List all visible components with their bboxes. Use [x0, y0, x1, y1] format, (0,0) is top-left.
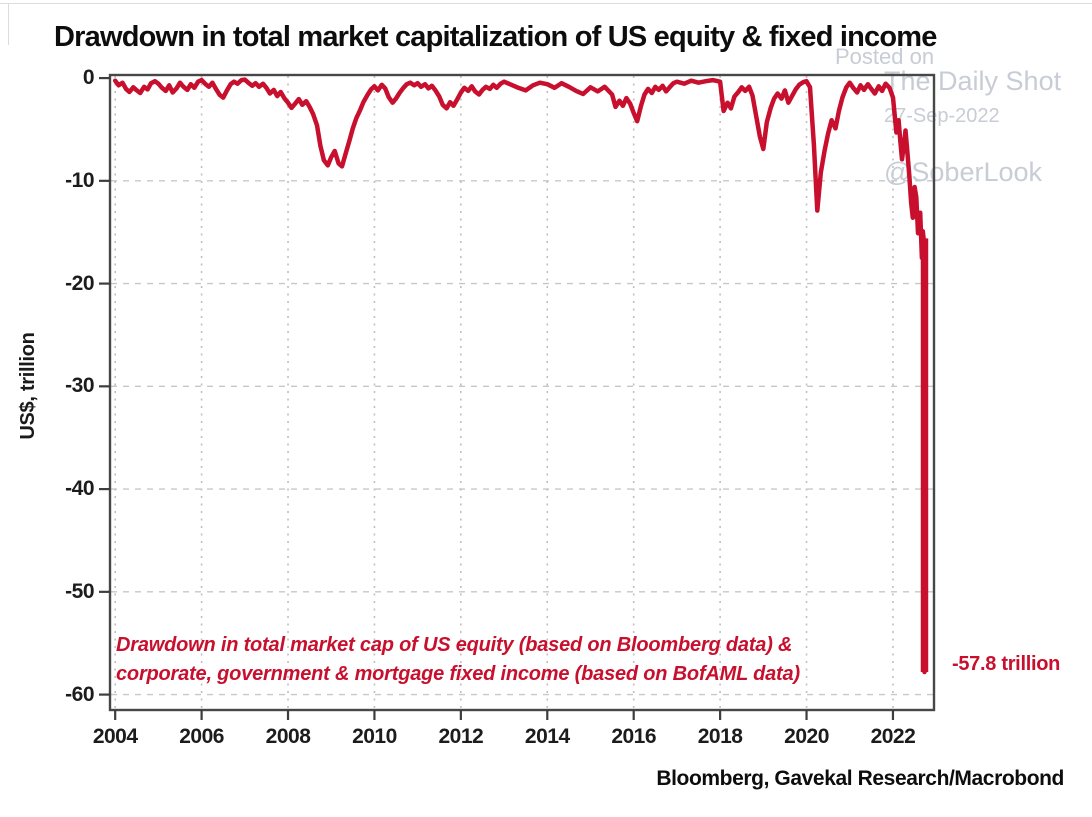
in-chart-annotation: Drawdown in total market cap of US equit… — [116, 631, 800, 689]
window-edge-left — [8, 3, 9, 45]
source-attribution: Bloomberg, Gavekal Research/Macrobond — [656, 767, 1064, 790]
annotation-line-2: corporate, government & mortgage fixed i… — [116, 663, 800, 685]
plot-border — [108, 73, 936, 712]
chart-title: Drawdown in total market capitalization … — [54, 21, 937, 53]
y-axis-title: US$, trillion — [17, 332, 39, 440]
window-edge-top — [0, 3, 1092, 4]
annotation-line-1: Drawdown in total market cap of US equit… — [116, 634, 793, 656]
drawdown-line — [112, 77, 927, 675]
last-value-label: -57.8 trillion — [952, 653, 1061, 675]
axis-ticks — [99, 76, 895, 720]
gridlines — [111, 76, 933, 709]
